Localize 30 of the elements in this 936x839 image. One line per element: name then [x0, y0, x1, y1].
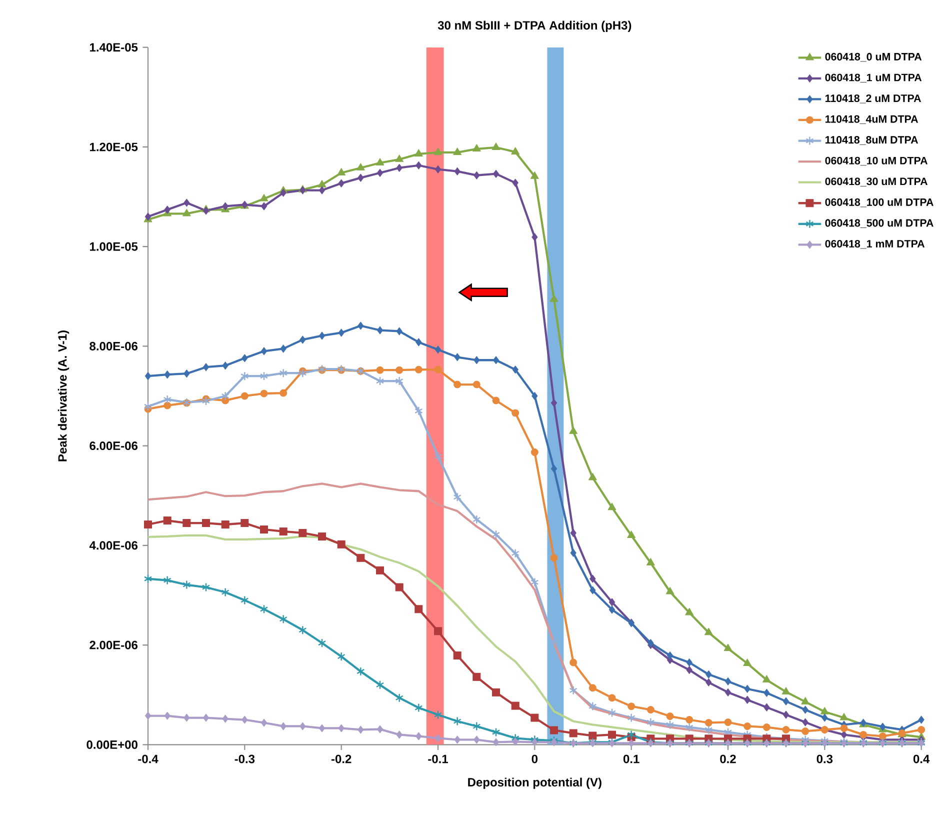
legend-label: 060418_0 uM DTPA — [825, 53, 922, 62]
x-tick-label: -0.4 — [138, 754, 158, 764]
legend-label: 060418_1 mM DTPA — [825, 240, 925, 249]
x-tick-label: 0.3 — [816, 754, 833, 764]
x-axis-title: Deposition potential (V) — [468, 778, 602, 790]
y-tick-label: 1.00E-05 — [90, 242, 138, 251]
x-tick-label: 0.4 — [913, 754, 930, 764]
x-tick-label: 0 — [532, 754, 538, 764]
legend-label: 060418_100 uM DTPA — [825, 198, 934, 208]
chart-title: 30 nM SbIII + DTPA Addition (pH3) — [438, 20, 632, 32]
legend-label: 060418_30 uM DTPA — [825, 178, 928, 187]
legend-label: 110418_4uM DTPA — [825, 115, 918, 124]
x-tick-label: 0.2 — [720, 754, 736, 764]
x-tick-label: 0.1 — [623, 754, 640, 764]
legend-label: 060418_500 uM DTPA — [825, 219, 934, 228]
x-tick-label: -0.1 — [428, 754, 448, 764]
y-tick-label: 2.00E-06 — [90, 640, 138, 650]
legend-label: 060418_1 uM DTPA — [825, 74, 922, 83]
y-tick-label: 1.20E-05 — [90, 142, 138, 152]
y-tick-label: 6.00E-06 — [90, 442, 138, 450]
y-tick-label: 1.40E-05 — [90, 43, 138, 52]
legend-label: 060418_10 uM DTPA — [825, 157, 928, 166]
x-tick-label: -0.2 — [331, 754, 352, 764]
legend-label: 110418_2 uM DTPA — [825, 94, 921, 104]
y-tick-label: 4.00E-06 — [89, 541, 138, 550]
x-tick-label: -0.3 — [234, 754, 255, 764]
y-tick-label: 8.00E-06 — [90, 342, 138, 351]
y-axis-title: Peak derivative (A. V-1) — [58, 330, 70, 462]
legend-label: 110418_8uM DTPA — [825, 136, 918, 145]
y-tick-label: 0.00E+00 — [86, 740, 138, 750]
